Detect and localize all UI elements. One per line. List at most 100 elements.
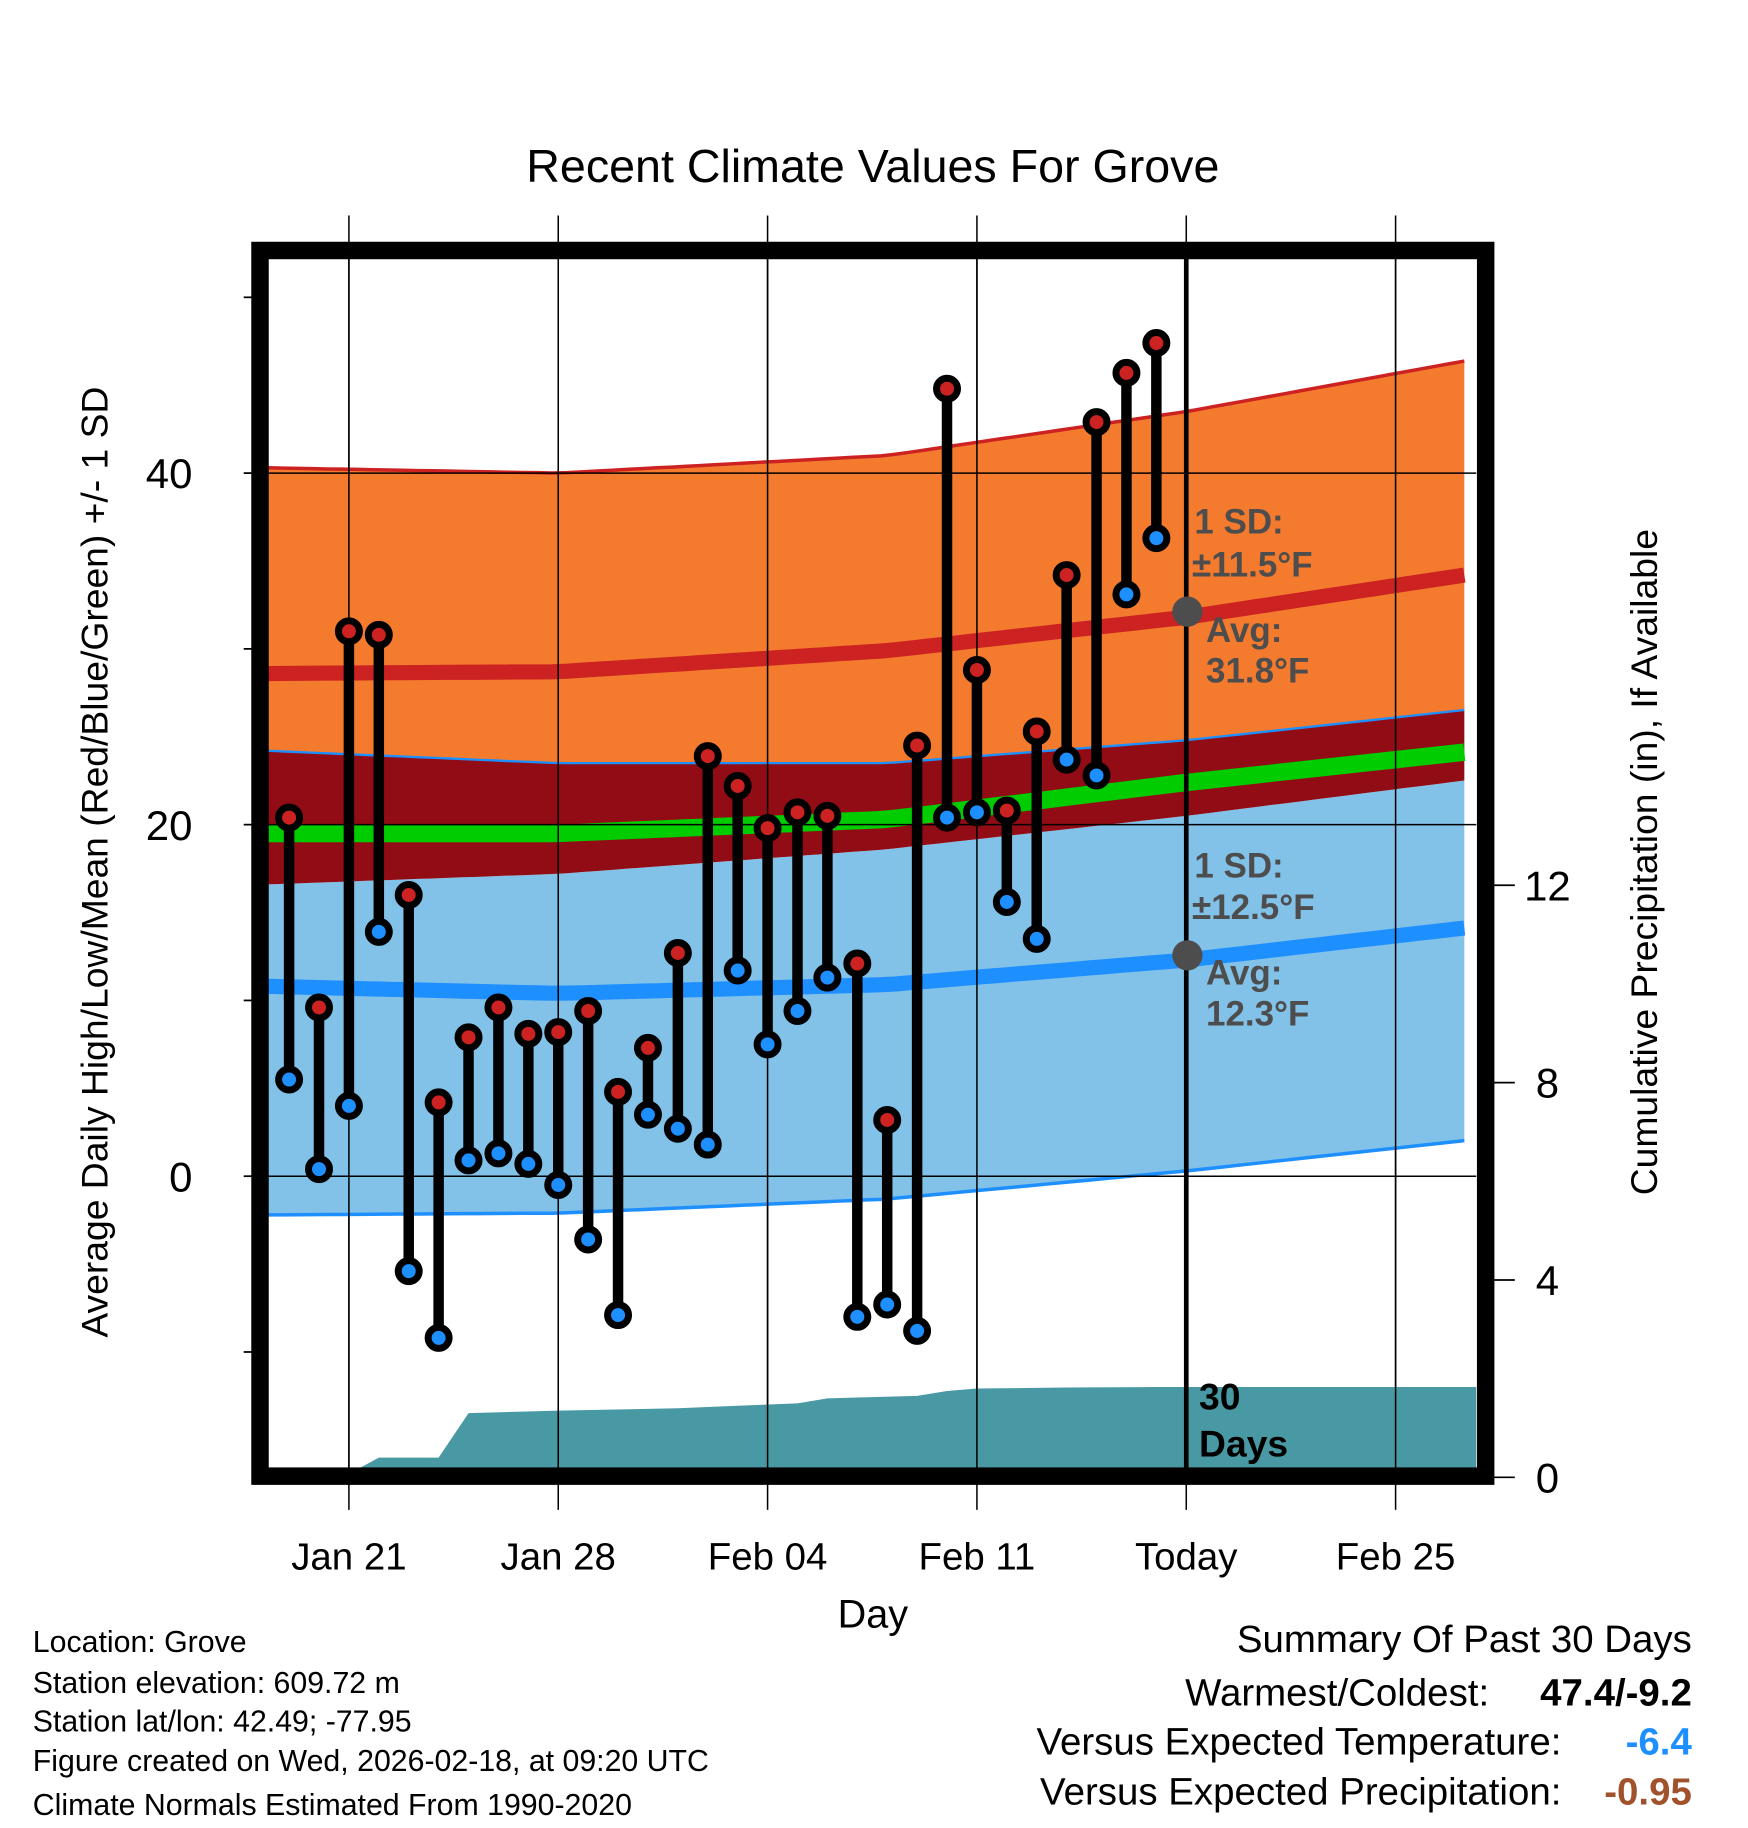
low-point — [604, 1301, 633, 1330]
daily-values — [275, 329, 1171, 1352]
low-sd-value: ±12.5°F — [1192, 888, 1314, 927]
normals-text: Climate Normals Estimated From 1990-2020 — [33, 1789, 632, 1822]
high-point — [1112, 358, 1141, 387]
high-point — [1052, 561, 1081, 590]
low-sd-label: 1 SD: — [1194, 846, 1283, 885]
warmest-coldest-label: Warmest/Coldest: — [1185, 1672, 1489, 1715]
y2-tick-label: 0 — [1536, 1454, 1559, 1501]
low-point — [873, 1290, 902, 1319]
low-avg-value: 12.3°F — [1206, 994, 1309, 1033]
low-point — [305, 1155, 333, 1184]
high-point — [514, 1019, 543, 1048]
high-point — [962, 655, 991, 684]
high-point — [723, 771, 752, 800]
high-point — [544, 1018, 573, 1047]
high-point — [334, 617, 363, 646]
low-point — [783, 996, 812, 1025]
high-point — [873, 1105, 902, 1134]
low-point — [484, 1139, 513, 1168]
low-point — [1082, 761, 1111, 790]
low-point — [813, 963, 842, 992]
x-tick-label: Feb 25 — [1336, 1535, 1456, 1578]
high-point — [813, 801, 842, 830]
high-point — [933, 374, 961, 403]
low-point — [843, 1302, 872, 1331]
low-point — [1052, 745, 1081, 774]
low-point — [992, 888, 1021, 916]
normal-bands — [268, 359, 1466, 1217]
y-axis-ticks: 0 20 40 0 4 8 12 — [146, 296, 1571, 1501]
low-point — [364, 917, 393, 946]
high-sd-label: 1 SD: — [1194, 503, 1283, 542]
period-unit: Days — [1199, 1422, 1288, 1464]
y-tick-label: 40 — [146, 450, 193, 497]
low-point — [544, 1171, 573, 1199]
annotations: 1 SD: ±11.5°F Avg: 31.8°F 1 SD: ±12.5°F … — [1172, 503, 1315, 1464]
y2-tick-label: 12 — [1524, 862, 1571, 909]
low-point — [693, 1130, 722, 1159]
precip-area — [360, 1387, 1477, 1468]
y-tick-label: 20 — [146, 802, 193, 849]
latlon-text: Station lat/lon: 42.49; -77.95 — [33, 1705, 412, 1738]
mean-line — [268, 743, 1466, 843]
low-point — [574, 1225, 603, 1254]
high-point — [424, 1088, 453, 1117]
y2-tick-label: 4 — [1536, 1257, 1559, 1304]
low-point — [753, 1030, 782, 1059]
high-point — [693, 742, 722, 771]
low-point — [1142, 524, 1171, 553]
low-point — [454, 1146, 483, 1175]
high-point — [1082, 408, 1111, 437]
low-avg-line — [268, 920, 1466, 1001]
high-sd-value: ±11.5°F — [1192, 546, 1313, 585]
high-point — [633, 1033, 662, 1062]
location-text: Location: Grove — [33, 1626, 247, 1659]
x-axis-ticks: Jan 21 Jan 28 Feb 04 Feb 11 Today Feb 25 — [291, 1535, 1455, 1578]
high-point — [783, 798, 812, 827]
high-point — [1022, 717, 1051, 746]
low-point — [933, 803, 961, 832]
high-point — [663, 938, 692, 967]
precip-vs-expected-value: -0.95 — [1604, 1771, 1692, 1814]
high-avg-line — [268, 567, 1466, 682]
chart-title: Recent Climate Values For Grove — [526, 140, 1219, 192]
high-point — [364, 620, 393, 649]
high-avg-marker — [1172, 596, 1203, 627]
temp-vs-expected-label: Versus Expected Temperature: — [1036, 1721, 1561, 1764]
x-tick-label: Feb 04 — [708, 1535, 828, 1578]
y2-axis-label: Cumulative Precipitation (in), If Availa… — [1623, 529, 1665, 1195]
high-point — [394, 880, 423, 909]
y-tick-label: 0 — [169, 1153, 192, 1200]
low-point — [723, 956, 752, 985]
high-point — [305, 993, 333, 1022]
high-minus-sd-line — [268, 708, 1465, 765]
high-point — [753, 814, 782, 843]
low-point — [962, 798, 991, 827]
x-tick-label: Jan 28 — [501, 1535, 616, 1578]
high-point — [843, 949, 872, 978]
x-tick-label: Feb 11 — [919, 1535, 1036, 1578]
high-point — [903, 731, 932, 760]
high-point — [574, 996, 603, 1025]
elevation-text: Station elevation: 609.72 m — [33, 1667, 400, 1700]
plot-frame — [251, 241, 1495, 1485]
low-point — [633, 1100, 662, 1129]
x-tick-label: Jan 21 — [291, 1535, 406, 1578]
period-number: 30 — [1199, 1376, 1240, 1418]
x-axis-label: Day — [838, 1593, 909, 1637]
low-point — [394, 1257, 423, 1286]
summary-box: Summary Of Past 30 Days Warmest/Coldest:… — [1036, 1618, 1692, 1814]
high-point — [275, 803, 304, 832]
low-point — [514, 1149, 543, 1178]
high-point — [484, 993, 513, 1022]
high-plus-sd-line — [268, 359, 1465, 475]
precip-vs-expected-label: Versus Expected Precipitation: — [1040, 1771, 1561, 1814]
high-point — [992, 796, 1021, 825]
low-point — [424, 1323, 453, 1352]
summary-title: Summary Of Past 30 Days — [1237, 1618, 1692, 1661]
high-avg-label: Avg: — [1206, 611, 1282, 650]
low-point — [903, 1316, 932, 1345]
low-minus-sd-line — [268, 1138, 1465, 1217]
low-point — [663, 1114, 692, 1143]
